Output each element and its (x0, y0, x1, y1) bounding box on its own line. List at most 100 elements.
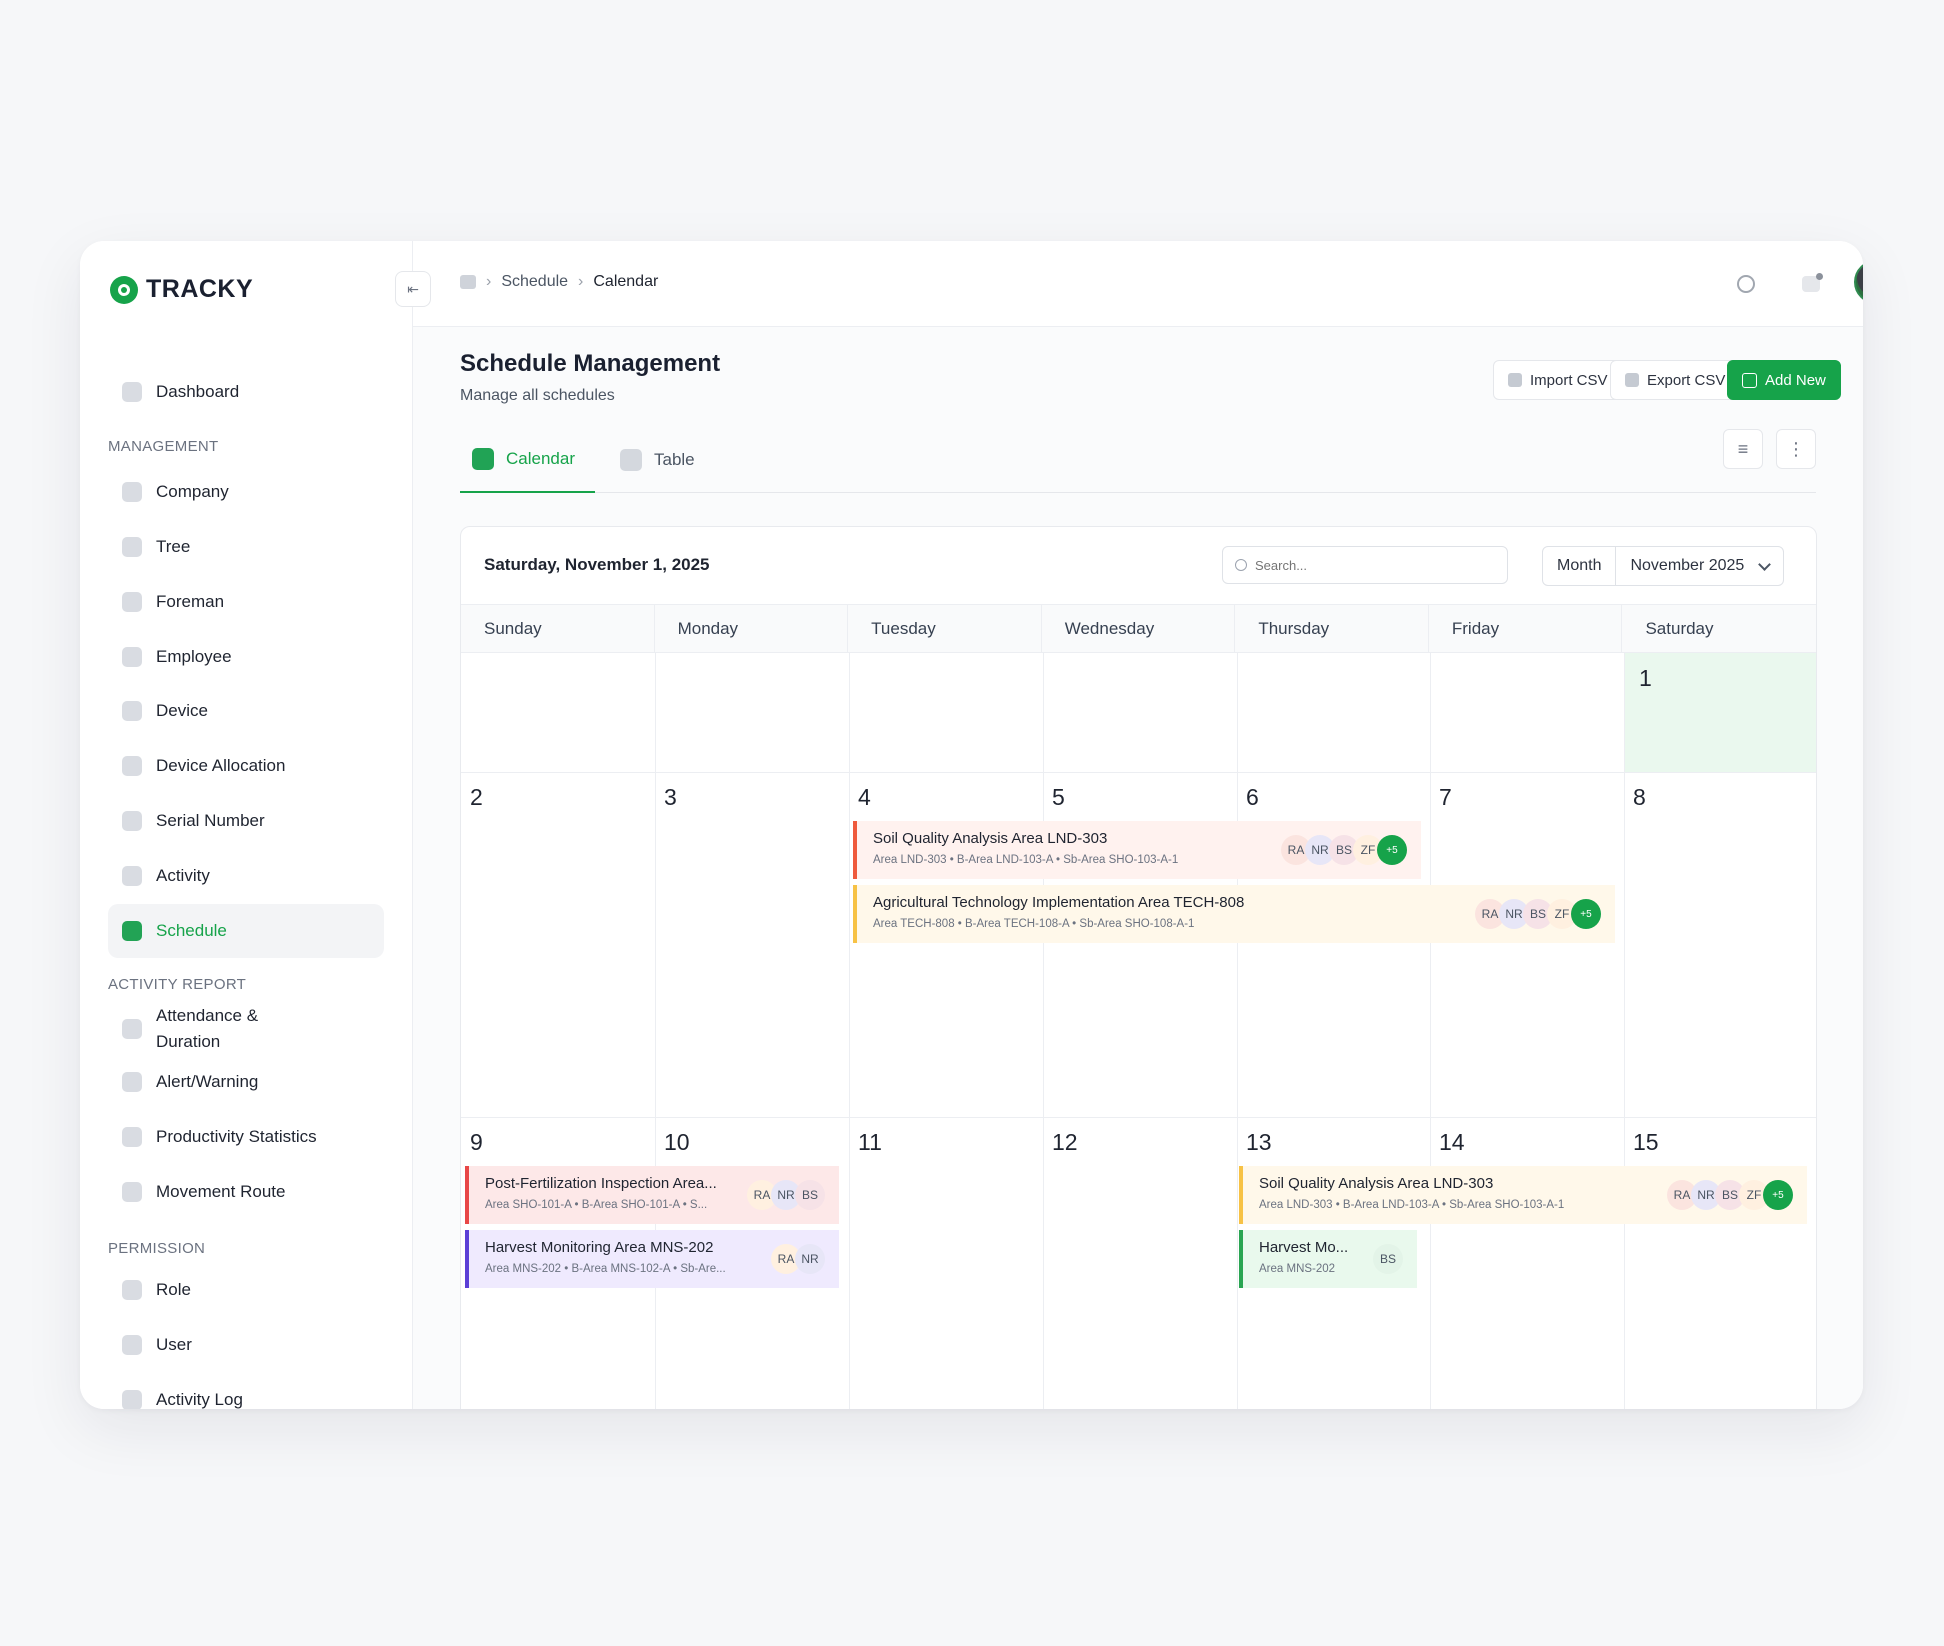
weekday: Tuesday (848, 605, 1042, 652)
sidebar-item-label: Movement Route (156, 1182, 286, 1201)
tree-icon (122, 537, 142, 557)
search-icon[interactable] (1737, 275, 1755, 293)
add-new-button[interactable]: Add New (1727, 360, 1841, 400)
today-cell[interactable] (1624, 653, 1816, 772)
day-number[interactable]: 5 (1052, 784, 1065, 810)
avatar[interactable] (1854, 260, 1863, 304)
sidebar-item-tree[interactable]: Tree (108, 520, 384, 574)
day-number[interactable]: 4 (858, 784, 871, 810)
filter-icon: ≡ (1737, 438, 1749, 459)
sidebar-item-label: Productivity Statistics (156, 1127, 317, 1146)
calendar-icon (472, 448, 494, 470)
day-number[interactable]: 7 (1439, 784, 1452, 810)
sidebar-item-label: Alert/Warning (156, 1072, 259, 1091)
day-number[interactable]: 8 (1633, 784, 1646, 810)
export-csv-button[interactable]: Export CSV (1610, 360, 1741, 400)
sidebar-item-label: Activity (156, 866, 210, 885)
sidebar-item-productivity-statistics[interactable]: Productivity Statistics (108, 1110, 384, 1164)
calendar-icon (122, 921, 142, 941)
day-number[interactable]: 6 (1246, 784, 1259, 810)
sidebar-item-activity[interactable]: Activity (108, 849, 384, 903)
sidebar-item-role[interactable]: Role (108, 1263, 384, 1317)
sidebar-item-alert-warning[interactable]: Alert/Warning (108, 1055, 384, 1109)
day-number[interactable]: 15 (1633, 1129, 1659, 1155)
import-csv-label: Import CSV (1530, 371, 1608, 389)
sidebar-item-label: Tree (156, 537, 191, 556)
day-number[interactable]: 11 (858, 1129, 882, 1155)
day-number[interactable]: 3 (664, 784, 677, 810)
assignee-avatar: BS (1329, 835, 1359, 865)
view-selector[interactable]: Month November 2025 (1542, 546, 1785, 586)
event-assignees: BS (1373, 1244, 1403, 1274)
event-assignees: RA NR BS (747, 1180, 825, 1210)
sidebar-item-foreman[interactable]: Foreman (108, 575, 384, 629)
day-number[interactable]: 1 (1639, 665, 1652, 691)
collapse-sidebar-button[interactable]: ⇤ (395, 271, 431, 307)
sidebar-item-device-allocation[interactable]: Device Allocation (108, 739, 384, 793)
calendar-event[interactable]: Harvest Monitoring Area MNS-202 Area MNS… (465, 1230, 839, 1288)
tab-table[interactable]: Table (608, 427, 707, 493)
sidebar-item-label: Attendance & Duration (156, 1006, 259, 1051)
calendar-search[interactable] (1222, 546, 1508, 584)
event-meta: Area MNS-202 (1259, 1263, 1336, 1275)
calendar-event[interactable]: Soil Quality Analysis Area LND-303 Area … (1239, 1166, 1807, 1224)
sidebar-item-user[interactable]: User (108, 1318, 384, 1372)
day-number[interactable]: 14 (1439, 1129, 1465, 1155)
more-assignees-badge[interactable]: +5 (1763, 1180, 1793, 1210)
building-icon (122, 482, 142, 502)
sidebar-item-label: Dashboard (156, 382, 240, 401)
sidebar-item-activity-log[interactable]: Activity Log (108, 1373, 384, 1409)
link-icon (122, 756, 142, 776)
sidebar-item-serial-number[interactable]: Serial Number (108, 794, 384, 848)
sidebar-item-attendance[interactable]: Attendance & Duration (108, 999, 384, 1059)
more-assignees-badge[interactable]: +5 (1377, 835, 1407, 865)
sidebar-item-dashboard[interactable]: Dashboard (108, 365, 384, 419)
calendar-event[interactable]: Agricultural Technology Implementation A… (853, 885, 1615, 943)
weekday-header: Sunday Monday Tuesday Wednesday Thursday… (461, 605, 1816, 653)
day-number[interactable]: 13 (1246, 1129, 1272, 1155)
filter-button[interactable]: ≡ (1723, 429, 1763, 469)
view-mode[interactable]: Month (1543, 547, 1617, 585)
weekday: Saturday (1645, 618, 1714, 638)
route-icon (122, 1182, 142, 1202)
notification-icon[interactable] (1802, 273, 1823, 292)
grid-line (461, 1117, 1816, 1118)
calendar-event[interactable]: Harvest Mo... Area MNS-202 BS (1239, 1230, 1417, 1288)
tab-calendar[interactable]: Calendar (460, 427, 595, 493)
month-grid: 1 2 3 4 5 6 7 8 9 10 11 12 13 14 15 Soil… (461, 653, 1816, 1409)
more-assignees-badge[interactable]: +5 (1571, 899, 1601, 929)
period-select[interactable]: November 2025 (1616, 547, 1783, 585)
section-management: MANAGEMENT (108, 438, 219, 455)
day-number[interactable]: 10 (664, 1129, 690, 1155)
breadcrumb-schedule[interactable]: Schedule (501, 273, 569, 290)
event-title: Post-Fertilization Inspection Area... (485, 1175, 717, 1192)
sidebar-item-company[interactable]: Company (108, 465, 384, 519)
sidebar-item-label: Serial Number (156, 811, 265, 830)
calendar-icon[interactable] (460, 275, 476, 289)
chart-icon (122, 1127, 142, 1147)
import-csv-button[interactable]: Import CSV (1493, 360, 1623, 400)
event-title: Harvest Monitoring Area MNS-202 (485, 1239, 714, 1256)
day-number[interactable]: 2 (470, 784, 483, 810)
sidebar-item-device[interactable]: Device (108, 684, 384, 738)
main-content: Schedule Management Manage all schedules… (413, 327, 1863, 1409)
calendar-event[interactable]: Soil Quality Analysis Area LND-303 Area … (853, 821, 1421, 879)
assignee-avatar: RA (747, 1180, 777, 1210)
logo[interactable]: TRACKY (110, 275, 253, 304)
day-number[interactable]: 12 (1052, 1129, 1078, 1155)
event-assignees: RA NR BS ZF +5 (1281, 835, 1407, 865)
assignee-avatar: RA (1667, 1180, 1697, 1210)
plus-icon (1742, 372, 1757, 388)
grid-line (461, 772, 1816, 773)
role-icon (122, 1280, 142, 1300)
calendar-event[interactable]: Post-Fertilization Inspection Area... Ar… (465, 1166, 839, 1224)
logo-icon (110, 275, 138, 304)
sidebar-item-schedule[interactable]: Schedule (108, 904, 384, 958)
search-input[interactable] (1255, 557, 1495, 573)
sidebar-item-employee[interactable]: Employee (108, 630, 384, 684)
period-label: November 2025 (1630, 557, 1745, 574)
sidebar-item-movement-route[interactable]: Movement Route (108, 1165, 384, 1219)
day-number[interactable]: 9 (470, 1129, 483, 1155)
more-options-button[interactable]: ⋮ (1776, 429, 1816, 469)
breadcrumb-calendar: Calendar (593, 273, 659, 290)
